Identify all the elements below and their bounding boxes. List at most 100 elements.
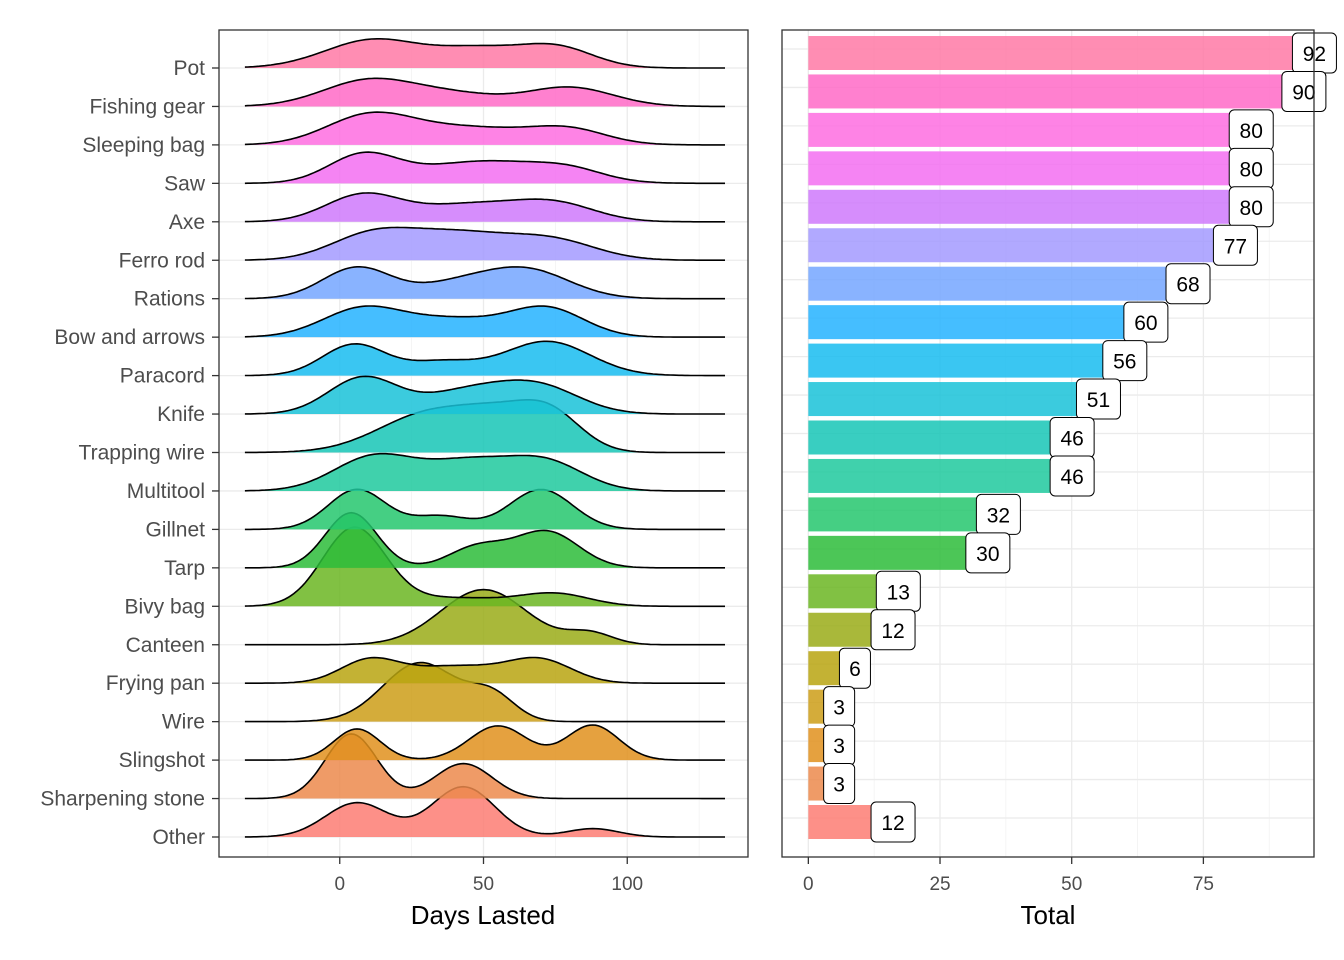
value-label-text: 80 [1240,120,1263,143]
value-label-box [870,609,916,651]
x-tick-label: 0 [334,874,345,895]
category-label-bivy-bag: Bivy bag [124,595,205,618]
density-area-axe [244,192,725,222]
density-line-wire [244,661,725,723]
density-line-multitool [244,452,725,492]
bar-value-label-trapping-wire: 46 [1049,417,1095,458]
value-label-text: 60 [1134,312,1157,335]
value-label-box [965,532,1011,574]
category-label-sharpening-stone: Sharpening stone [40,788,205,811]
density-area-slingshot [244,725,725,761]
density-area-wire [244,662,725,722]
density-line-ferro-rod [244,226,725,261]
density-line-paracord [244,340,725,377]
density-area-sleeping-bag [244,112,725,145]
bar-x-ticks: 0 25 50 75 [803,857,1214,895]
bar-value-label-sleeping-bag: 80 [1228,109,1274,151]
category-label-knife: Knife [157,403,205,426]
bar-value-label-ferro-rod: 77 [1212,224,1258,266]
value-label-box [1075,378,1121,420]
ridgeline-x-ticks: 0 50 100 [334,857,643,895]
category-label-frying-pan: Frying pan [106,672,205,695]
category-label-trapping-wire: Trapping wire [79,442,205,465]
value-label-text: 3 [833,774,845,797]
category-label-tarp: Tarp [164,557,205,580]
bar-value-label-knife: 51 [1075,378,1121,420]
value-label-box [838,647,871,689]
bar-sharpening-stone [808,766,825,801]
density-area-pot [244,38,725,68]
category-label-gillnet: Gillnet [145,518,205,541]
bar-value-label-saw: 80 [1228,147,1274,189]
x-tick-label: 0 [803,874,814,895]
bar-value-label-tarp: 30 [965,532,1011,574]
category-label-canteen: Canteen [126,634,205,657]
bar-value-label-rations: 68 [1165,263,1211,305]
bar-value-label-sharpening-stone: 3 [823,763,856,805]
density-line-canteen [244,588,725,646]
value-label-text: 51 [1087,389,1110,412]
density-area-ferro-rod [244,227,725,261]
bar-paracord [808,343,1104,378]
category-label-sleeping-bag: Sleeping bag [82,134,205,157]
value-label-text: 30 [976,543,999,566]
category-label-fishing-gear: Fishing gear [89,95,205,118]
bar-canteen [808,612,872,647]
bar-frying-pan [808,651,840,686]
value-label-text: 3 [833,697,845,720]
value-label-box [870,801,916,843]
bar-value-label-bivy-bag: 13 [875,570,921,612]
category-label-other: Other [152,826,205,849]
density-line-fishing-gear [244,77,725,108]
density-area-trapping-wire [244,399,725,453]
density-area-rations [244,266,725,299]
density-line-sleeping-bag [244,111,725,146]
value-label-box [1212,224,1258,266]
value-label-box [823,763,856,805]
value-label-text: 32 [987,504,1010,527]
x-tick-label: 50 [473,874,494,895]
density-line-tarp [244,511,725,569]
bar-gillnet [808,497,977,532]
value-label-box [1281,70,1327,112]
bar-value-label-gillnet: 32 [975,493,1021,535]
bar-other [808,805,872,839]
density-area-frying-pan [244,657,725,684]
bar-value-label-bow-and-arrows: 60 [1123,301,1169,343]
bar-wire [808,689,825,724]
bar-bow-and-arrows [808,305,1125,340]
bar-pot [808,36,1293,70]
ridgeline-x-axis-title: Days Lasted [411,900,556,930]
bar-fishing-gear [808,74,1283,109]
value-label-text: 12 [881,812,904,835]
density-line-gillnet [244,488,725,531]
value-label-box [1049,455,1095,497]
bar-value-label-multitool: 46 [1049,455,1095,497]
bar-sleeping-bag [808,112,1230,147]
bar-ferro-rod [808,228,1214,263]
category-label-bow-and-arrows: Bow and arrows [54,326,205,349]
category-label-slingshot: Slingshot [119,749,206,772]
bar-value-label-axe: 80 [1228,186,1274,228]
category-label-axe: Axe [169,211,205,234]
category-label-saw: Saw [164,172,206,195]
bar-rations [808,266,1167,301]
category-label-wire: Wire [162,711,205,734]
ridgeline-category-labels: Pot Fishing gear Sleeping bag Saw Axe Ferro r… [40,57,219,849]
category-label-paracord: Paracord [120,365,205,388]
density-area-saw [244,152,725,184]
density-area-fishing-gear [244,78,725,107]
bar-value-label-canteen: 12 [870,609,916,651]
category-label-ferro-rod: Ferro rod [119,249,205,272]
value-label-text: 90 [1292,81,1315,104]
value-label-text: 12 [881,620,904,643]
bar-x-axis-title: Total [1021,900,1076,930]
density-line-sharpening-stone [244,733,725,800]
ridgeline-panel: Pot Fishing gear Sleeping bag Saw Axe Ferro r… [40,29,749,930]
value-label-text: 80 [1240,197,1263,220]
bar-value-label-paracord: 56 [1102,340,1148,382]
density-area-gillnet [244,489,725,530]
bar-value-label-frying-pan: 6 [838,647,871,689]
x-tick-label: 100 [611,874,643,895]
bar-knife [808,382,1077,417]
